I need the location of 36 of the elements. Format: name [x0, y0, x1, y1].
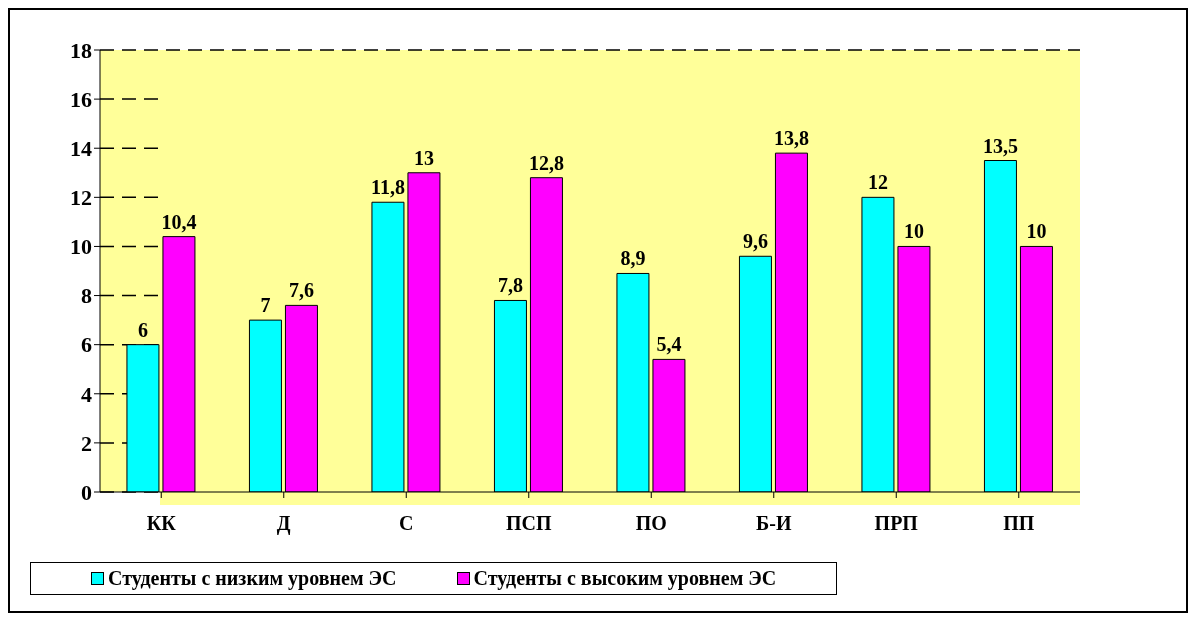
y-tick-label: 0 — [81, 479, 92, 505]
data-label: 12 — [867, 171, 888, 194]
data-label: 7,8 — [497, 274, 523, 297]
legend-label: Студенты с высоким уровнем ЭС — [472, 567, 777, 590]
x-tick-label: ПП — [1003, 512, 1035, 535]
x-tick-label: ПО — [635, 512, 667, 535]
data-label: 9,6 — [742, 230, 768, 253]
data-label: 8,9 — [620, 247, 646, 270]
data-label: 13,8 — [773, 127, 809, 150]
data-label: 10 — [903, 220, 924, 243]
data-label: 5,4 — [656, 333, 682, 356]
x-tick-label: ПРП — [874, 512, 919, 535]
data-label: 13,5 — [982, 134, 1018, 157]
data-label: 10 — [1026, 220, 1047, 243]
y-tick-label: 8 — [81, 283, 92, 309]
x-tick-label: КК — [146, 512, 177, 535]
x-tick-label: Б-И — [756, 512, 792, 535]
data-label: 6 — [137, 318, 148, 341]
y-tick-label: 6 — [81, 332, 92, 358]
y-tick-label: 12 — [70, 185, 92, 211]
legend-label: Студенты с низким уровнем ЭС — [107, 567, 397, 590]
y-tick-label: 14 — [70, 136, 92, 162]
data-label: 12,8 — [528, 151, 564, 174]
data-label: 7,6 — [288, 279, 314, 302]
data-label: 13 — [413, 146, 434, 169]
x-tick-label: С — [399, 512, 414, 535]
y-tick-label: 2 — [81, 430, 92, 456]
x-tick-label: Д — [276, 512, 291, 536]
y-tick-label: 4 — [81, 381, 92, 407]
data-label: 10,4 — [161, 210, 197, 233]
y-tick-label: 16 — [70, 86, 92, 112]
y-tick-label: 18 — [70, 37, 92, 63]
y-tick-label: 10 — [70, 234, 92, 260]
x-tick-label: ПСП — [505, 512, 552, 535]
data-label: 7 — [260, 294, 271, 317]
data-label: 11,8 — [371, 176, 405, 199]
